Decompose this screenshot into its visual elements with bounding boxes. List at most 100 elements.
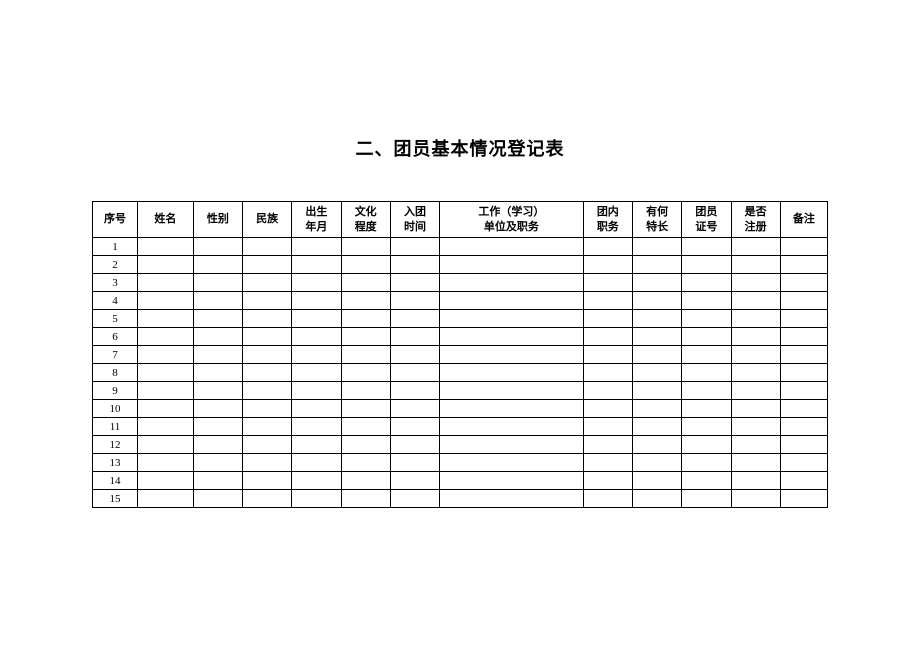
header-text-line: 时间: [391, 220, 439, 234]
header-text-line: 序号: [93, 212, 137, 226]
header-text-line: 特长: [633, 220, 681, 234]
table-cell: [390, 328, 439, 346]
table-header-cell: 团内职务: [583, 202, 632, 238]
table-cell: [632, 472, 681, 490]
table-cell: [632, 256, 681, 274]
table-cell: [341, 382, 390, 400]
header-text-line: 性别: [194, 212, 242, 226]
table-cell: 13: [93, 454, 138, 472]
header-text-line: 职务: [584, 220, 632, 234]
table-cell: [292, 256, 341, 274]
table-cell: [440, 256, 584, 274]
table-cell: [731, 238, 780, 256]
table-cell: [632, 400, 681, 418]
table-cell: [632, 346, 681, 364]
table-cell: [440, 346, 584, 364]
table-cell: [193, 454, 242, 472]
table-cell: [731, 418, 780, 436]
table-cell: [242, 364, 291, 382]
header-text-line: 团员: [682, 205, 730, 219]
table-cell: [583, 490, 632, 508]
table-cell: [138, 310, 194, 328]
table-cell: [138, 400, 194, 418]
table-cell: [731, 292, 780, 310]
table-cell: [390, 490, 439, 508]
table-cell: [292, 382, 341, 400]
table-cell: [292, 292, 341, 310]
header-text-line: 证号: [682, 220, 730, 234]
table-cell: [242, 436, 291, 454]
table-cell: [632, 382, 681, 400]
table-cell: [242, 238, 291, 256]
header-text-line: 民族: [243, 212, 291, 226]
table-row: 6: [93, 328, 828, 346]
table-cell: [780, 310, 827, 328]
table-cell: [242, 490, 291, 508]
table-cell: [138, 472, 194, 490]
table-cell: [731, 382, 780, 400]
table-cell: 14: [93, 472, 138, 490]
table-row: 2: [93, 256, 828, 274]
table-cell: [780, 454, 827, 472]
table-cell: [193, 490, 242, 508]
table-cell: 11: [93, 418, 138, 436]
header-text-line: 文化: [342, 205, 390, 219]
table-cell: [731, 346, 780, 364]
table-cell: [583, 238, 632, 256]
registration-table: 序号姓名性别民族出生年月文化程度入团时间工作（学习）单位及职务团内职务有何特长团…: [92, 201, 828, 508]
table-cell: [193, 310, 242, 328]
table-cell: [292, 436, 341, 454]
table-cell: [138, 346, 194, 364]
table-cell: [138, 238, 194, 256]
table-cell: [341, 454, 390, 472]
table-header-cell: 文化程度: [341, 202, 390, 238]
table-cell: [632, 328, 681, 346]
table-cell: [583, 274, 632, 292]
table-cell: [440, 472, 584, 490]
table-row: 5: [93, 310, 828, 328]
table-cell: [242, 382, 291, 400]
table-row: 13: [93, 454, 828, 472]
header-text-line: 入团: [391, 205, 439, 219]
header-text-line: 备注: [781, 212, 827, 226]
table-cell: [780, 292, 827, 310]
table-cell: [632, 454, 681, 472]
table-row: 7: [93, 346, 828, 364]
table-header-cell: 是否注册: [731, 202, 780, 238]
table-cell: [292, 310, 341, 328]
table-cell: [341, 346, 390, 364]
table-cell: 3: [93, 274, 138, 292]
table-cell: [242, 400, 291, 418]
table-cell: [138, 274, 194, 292]
table-cell: [583, 328, 632, 346]
table-cell: 8: [93, 364, 138, 382]
table-cell: [193, 418, 242, 436]
table-cell: [242, 418, 291, 436]
table-cell: [341, 364, 390, 382]
table-cell: [341, 328, 390, 346]
table-header-row: 序号姓名性别民族出生年月文化程度入团时间工作（学习）单位及职务团内职务有何特长团…: [93, 202, 828, 238]
table-cell: [780, 472, 827, 490]
table-cell: [682, 328, 731, 346]
table-cell: [193, 346, 242, 364]
table-cell: [583, 292, 632, 310]
table-cell: [390, 454, 439, 472]
table-cell: [341, 472, 390, 490]
table-cell: [193, 400, 242, 418]
table-cell: [341, 436, 390, 454]
header-text-line: 年月: [292, 220, 340, 234]
table-cell: [390, 256, 439, 274]
table-header-cell: 入团时间: [390, 202, 439, 238]
table-cell: [780, 346, 827, 364]
table-cell: [242, 292, 291, 310]
table-cell: [632, 292, 681, 310]
table-cell: [440, 274, 584, 292]
table-cell: [583, 454, 632, 472]
table-cell: 6: [93, 328, 138, 346]
table-cell: [682, 454, 731, 472]
table-cell: [731, 256, 780, 274]
table-cell: [682, 418, 731, 436]
table-cell: [440, 490, 584, 508]
table-cell: [193, 328, 242, 346]
table-cell: [583, 256, 632, 274]
